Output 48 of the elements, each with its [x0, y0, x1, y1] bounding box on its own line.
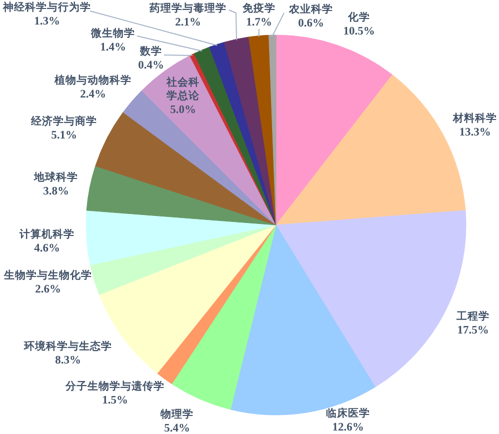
slice-label: 农业科学: [288, 2, 333, 16]
data-label: 5.0%: [170, 104, 196, 116]
pie-slice: [268, 34, 276, 226]
data-label: 1.7%: [246, 16, 272, 28]
slice-label: 临床医学: [326, 406, 370, 420]
data-label: 17.5%: [457, 324, 489, 336]
data-label: 1.5%: [102, 394, 128, 406]
data-label: 2.6%: [35, 284, 61, 296]
slice-label: 植物与动物科学: [54, 74, 132, 86]
pie-slice: [86, 210, 276, 266]
slice-label: 免疫学: [242, 2, 276, 14]
slice-label: 经济学与商学: [30, 114, 97, 128]
data-label: 12.6%: [332, 422, 364, 434]
data-label: 13.3%: [459, 126, 491, 138]
slice-label: 分子生物学与遗传学: [64, 380, 164, 392]
slice-label: 神经科学与行为学: [2, 0, 91, 14]
slice-label: 社会科学总论: [166, 76, 200, 102]
data-label: 8.3%: [55, 354, 81, 366]
data-label: 5.4%: [164, 422, 190, 434]
slice-label: 药理学与毒理学: [148, 2, 226, 14]
slice-label: 工程学: [456, 310, 490, 322]
slice-label: 数学: [139, 44, 162, 58]
pie-slice: [122, 90, 276, 226]
slice-label: 物理学: [160, 408, 194, 420]
pie-slice: [224, 36, 276, 226]
slice-label: 化学: [347, 10, 370, 24]
slice-label: 环境科学与生态学: [23, 340, 112, 352]
data-label: 0.6%: [298, 18, 324, 30]
data-label: 0.4%: [138, 60, 164, 72]
slice-label: 地球科学: [33, 170, 78, 184]
data-label: 2.1%: [175, 16, 201, 28]
pie-slice: [86, 166, 276, 226]
data-label: 10.5%: [343, 26, 375, 38]
slice-label: 材料科学: [452, 112, 497, 124]
data-label: 1.3%: [34, 16, 60, 28]
pie-slice: [276, 34, 393, 226]
data-label: 4.6%: [34, 242, 60, 254]
pie-slice: [172, 224, 276, 410]
slice-label: 生物学与生物化学: [3, 268, 92, 282]
data-label: 5.1%: [51, 130, 77, 142]
data-label: 1.4%: [100, 42, 126, 54]
data-label: 3.8%: [43, 186, 69, 198]
data-label: 2.4%: [80, 88, 106, 100]
pie-slice: [95, 112, 276, 226]
pie-slice: [90, 224, 276, 295]
pie-slice: [209, 42, 276, 226]
slice-label: 计算机科学: [18, 228, 74, 240]
slice-label: 微生物学: [90, 26, 135, 40]
